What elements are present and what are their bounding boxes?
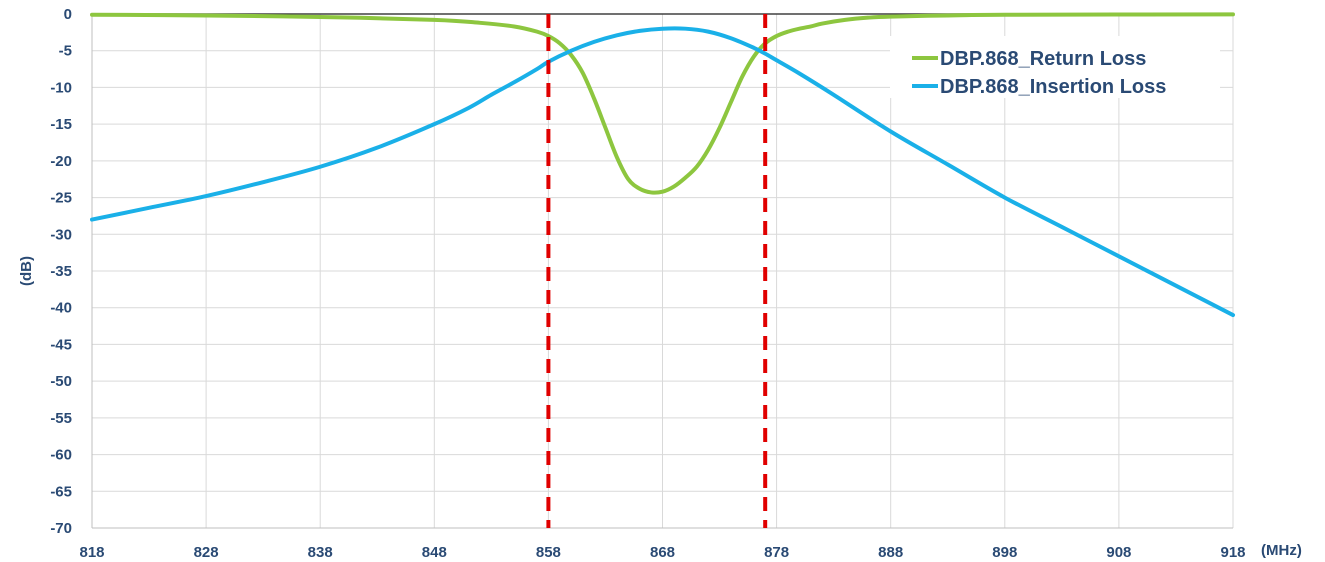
y-tick-label: -15 bbox=[50, 116, 72, 133]
legend-label-insertion-loss: DBP.868_Insertion Loss bbox=[940, 76, 1166, 98]
legend-background bbox=[890, 36, 1220, 98]
y-tick-label: -50 bbox=[50, 373, 72, 390]
x-tick-label: 918 bbox=[1220, 544, 1245, 561]
x-tick-label: 828 bbox=[194, 544, 219, 561]
x-axis-title: (MHz) bbox=[1261, 542, 1302, 559]
return-loss-line bbox=[90, 12, 1235, 195]
y-tick-label: -5 bbox=[59, 43, 72, 60]
y-tick-label: -40 bbox=[50, 300, 72, 317]
tick-labels: 0 -5 -10 -15 -20 -25 -30 -35 -40 -45 -50 -55 -60 -65 -… bbox=[50, 6, 1245, 561]
x-tick-label: 838 bbox=[308, 544, 333, 561]
x-tick-label: 878 bbox=[764, 544, 789, 561]
y-tick-label: -20 bbox=[50, 153, 72, 170]
x-tick-label: 898 bbox=[992, 544, 1017, 561]
y-tick-label: -70 bbox=[50, 520, 72, 537]
x-tick-label: 848 bbox=[422, 544, 447, 561]
series-lines bbox=[90, 12, 1235, 318]
y-tick-label: -25 bbox=[50, 190, 72, 207]
band-markers bbox=[546, 14, 768, 528]
y-tick-label: -10 bbox=[50, 79, 72, 96]
y-tick-label: -55 bbox=[50, 410, 72, 427]
x-tick-label: 858 bbox=[536, 544, 561, 561]
x-tick-label: 908 bbox=[1106, 544, 1131, 561]
y-axis-title: (dB) bbox=[18, 256, 35, 286]
legend-label-return-loss: DBP.868_Return Loss bbox=[940, 48, 1146, 70]
y-tick-label: -65 bbox=[50, 483, 72, 500]
x-tick-label: 868 bbox=[650, 544, 675, 561]
y-tick-label: -45 bbox=[50, 336, 72, 353]
legend: DBP.868_Return Loss DBP.868_Insertion Lo… bbox=[890, 36, 1220, 98]
x-tick-label: 888 bbox=[878, 544, 903, 561]
y-tick-label: -60 bbox=[50, 447, 72, 464]
y-tick-label: 0 bbox=[64, 6, 72, 23]
x-tick-label: 818 bbox=[79, 544, 104, 561]
y-tick-label: -35 bbox=[50, 263, 72, 280]
insertion-loss-line bbox=[90, 26, 1235, 318]
y-tick-label: -30 bbox=[50, 226, 72, 243]
